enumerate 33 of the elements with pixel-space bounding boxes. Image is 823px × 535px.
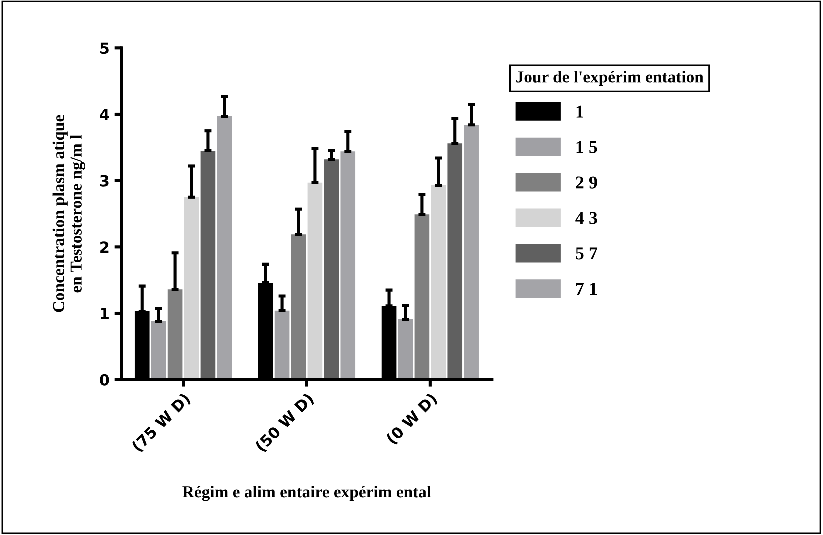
bar [464,125,479,380]
bar [151,321,166,380]
legend-label: 4 3 [576,212,598,224]
x-tick-label: (50 W D) [254,392,316,454]
legend-label: 5 7 [576,248,598,260]
bar [184,197,200,380]
legend-label: 1 [576,106,584,118]
x-tick-label: (75 W D) [131,392,192,454]
y-tick-label: 3 [100,175,109,187]
x-axis-title: Régim e alim entaire expérim ental [182,486,432,502]
bar [431,185,446,380]
bar [291,234,306,380]
y-tick-label: 2 [100,242,109,253]
y-tick-label: 1 [101,308,109,320]
y-tick-label: 0 [100,374,110,386]
bar [308,182,323,380]
bar [324,160,340,380]
legend-label: 2 9 [576,176,598,189]
bar [274,310,290,380]
bar [414,214,430,380]
bar [448,144,463,380]
bar [200,150,216,380]
bar [168,290,183,380]
y-tick-label: 5 [100,42,109,54]
y-axis-title: Concentration plasm atique en Testosterone ng/m l [52,115,86,312]
x-tick-label: (0 W D) [386,392,440,446]
bar [340,152,356,380]
legend-title: Jour de l'expérim entation [516,71,704,86]
bar [398,319,414,380]
bar [217,116,232,380]
legend-label: 7 1 [576,283,598,295]
y-tick-label: 4 [100,109,110,120]
legend-label: 1 5 [576,141,598,154]
